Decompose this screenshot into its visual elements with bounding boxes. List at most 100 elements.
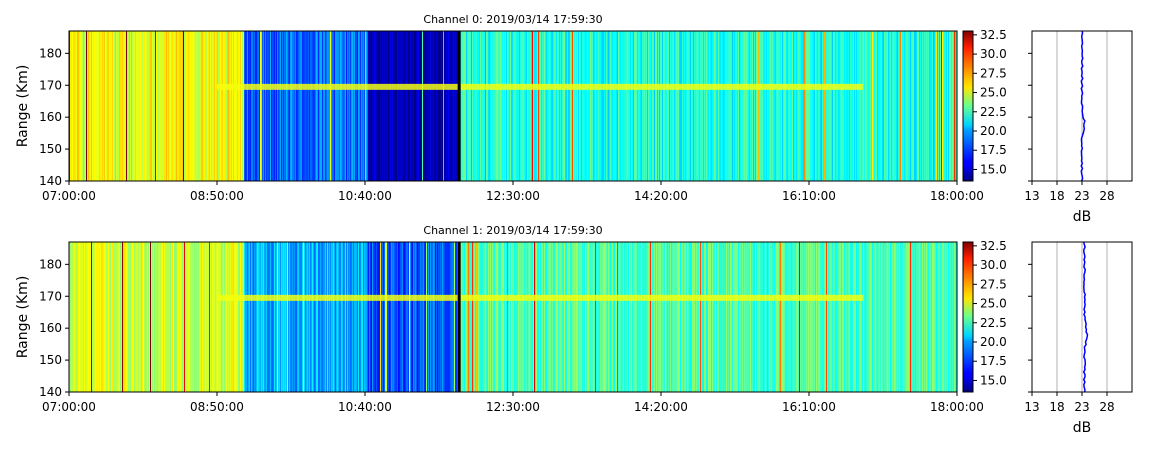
heatmap-column [547,31,549,181]
heatmap-column [429,242,431,392]
heatmap-column [577,31,579,181]
heatmap-column [815,242,817,392]
heatmap-column [397,242,399,392]
heatmap-column [601,31,603,181]
heatmap-column [361,242,363,392]
heatmap-column [76,242,78,392]
heatmap-column [615,31,617,181]
heatmap-column [608,31,610,181]
heatmap-column [952,31,954,181]
heatmap-column [942,242,944,392]
y-axis-label: Range (Km) [15,65,31,148]
heatmap-column [125,31,127,181]
heatmap-column [308,242,310,392]
heatmap-column [272,242,274,392]
heatmap-column [729,31,731,181]
heatmap-column [917,242,919,392]
heatmap-column [261,242,263,392]
heatmap-column [516,242,518,392]
heatmap-column [112,242,114,392]
heatmap-column [773,242,775,392]
heatmap-column [354,242,356,392]
colorbar-tick-label: 30.0 [980,47,1007,61]
heatmap-column [633,242,635,392]
heatmap-column [476,242,478,392]
heatmap-column [569,31,571,181]
heatmap-column [819,242,821,392]
heatmap-column [618,31,620,181]
heatmap-column [451,242,453,392]
heatmap-column [635,31,637,181]
heatmap-column [465,31,467,181]
heatmap-column [141,31,143,181]
heatmap-column [113,242,115,392]
heatmap-column [787,242,789,392]
heatmap-column [139,31,141,181]
heatmap-column [191,242,193,392]
heatmap-column [722,242,724,392]
heatmap-column [301,242,303,392]
heatmap-column [862,31,864,181]
heatmap-column [699,31,701,181]
heatmap-column [525,31,527,181]
heatmap-column [829,31,831,181]
heatmap-column [266,242,268,392]
y-tick-label: 150 [39,353,62,367]
heatmap-column [490,31,492,181]
heatmap-column [724,242,726,392]
y-tick-label: 140 [39,174,62,188]
heatmap-column [840,31,842,181]
heatmap-column [315,242,317,392]
heatmap-column [331,242,333,392]
heatmap-column [417,31,419,181]
heatmap-column [492,31,494,181]
heatmap-column [445,31,447,181]
heatmap-column [296,31,298,181]
colorbar-tick-label: 22.5 [980,105,1007,119]
heatmap-column [85,31,87,181]
heatmap-column [447,31,449,181]
heatmap-column [583,31,585,181]
heatmap-column [196,31,198,181]
heatmap-column [227,31,229,181]
heatmap-column [685,31,687,181]
heatmap-column [890,242,892,392]
heatmap-column [711,31,713,181]
heatmap-column [370,242,372,392]
heatmap-column [407,31,409,181]
heatmap-column [379,242,381,392]
heatmap-column [860,242,862,392]
heatmap-column [268,242,270,392]
heatmap-column [328,242,330,392]
heatmap-column [905,242,907,392]
heatmap-column [470,31,472,181]
heatmap-column [446,242,448,392]
heatmap-column [603,242,605,392]
heatmap-column [845,242,847,392]
heatmap-column [225,242,227,392]
heatmap-column [524,242,526,392]
heatmap-column [163,31,165,181]
heatmap-column [383,242,385,392]
heatmap-column [405,31,407,181]
heatmap-column [717,31,719,181]
heatmap-column [74,31,76,181]
heatmap-column [561,242,563,392]
heatmap-column [725,242,727,392]
heatmap-column [411,31,413,181]
heatmap-column [593,242,595,392]
heatmap-column [427,242,429,392]
heatmap-column [211,31,213,181]
heatmap-column [571,31,573,181]
heatmap-column [430,242,432,392]
heatmap-column [545,242,547,392]
heatmap-column [827,31,829,181]
heatmap-column [87,242,89,392]
heatmap-column [554,242,556,392]
heatmap-column [883,242,885,392]
heatmap-column [116,242,118,392]
heatmap-column [915,31,917,181]
heatmap-column [202,31,204,181]
heatmap-column [588,31,590,181]
heatmap-column [190,242,192,392]
